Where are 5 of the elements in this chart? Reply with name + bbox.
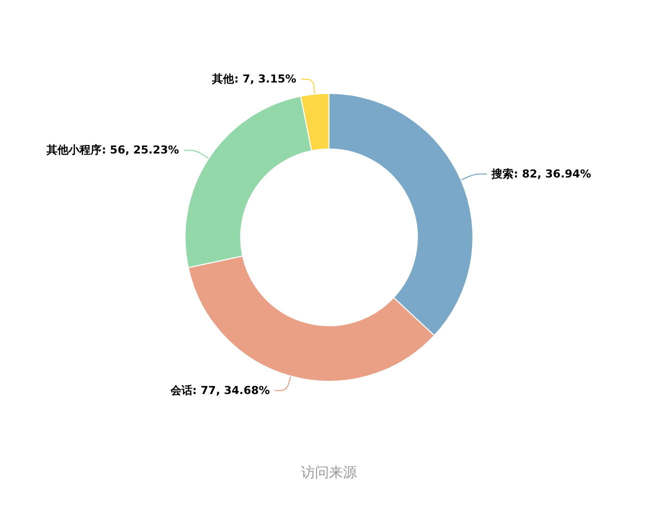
slice-label: 其他小程序: 56, 25.23% <box>46 144 180 157</box>
slice-label: 会话: 77, 34.68% <box>169 384 270 398</box>
slice-label: 搜索: 82, 36.94% <box>490 167 592 180</box>
slice-label: 其他: 7, 3.15% <box>211 72 296 86</box>
text: 访问来源 <box>301 465 357 481</box>
